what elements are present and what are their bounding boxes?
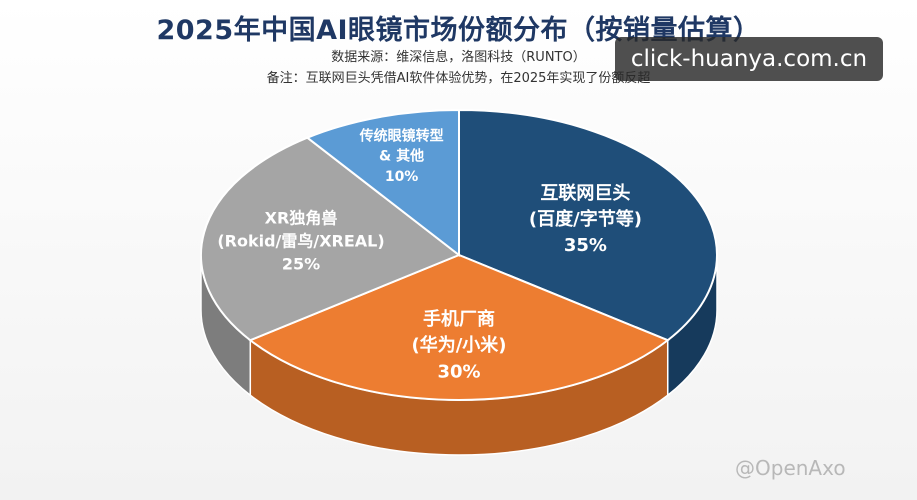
pie-tops bbox=[200, 108, 718, 401]
slice-label-3: 传统眼镜转型 bbox=[359, 127, 444, 144]
slice-sublabel-3: & 其他 bbox=[379, 148, 424, 165]
watermark-url: click-huanya.com.cn bbox=[615, 37, 883, 81]
pie-slice-2 bbox=[200, 136, 461, 342]
pie-labels: 互联网巨头 (百度/字节等) 35% 手机厂商 (华为/小米) 30% XR独角兽 (Roki… bbox=[217, 127, 642, 382]
slice-value-label-0: 35% bbox=[564, 235, 607, 256]
chart-note: 备注：互联网巨头凭借AI软件体验优势，在2025年实现了份额反超 bbox=[266, 71, 651, 86]
slice-label-2: XR独角兽 bbox=[265, 208, 338, 227]
slice-value-label-3: 10% bbox=[385, 169, 419, 185]
slice-label-0: 互联网巨头 bbox=[540, 183, 630, 204]
pie-slice-3 bbox=[305, 108, 460, 258]
chart-source: 数据来源：维深信息，洛图科技（RUNTO） bbox=[331, 50, 586, 65]
watermark-credit: @OpenAxo bbox=[735, 456, 846, 480]
slice-sublabel-0: (百度/字节等) bbox=[529, 208, 642, 230]
pie-slice-1 bbox=[248, 253, 670, 401]
slice-sublabel-2: (Rokid/雷鸟/XREAL) bbox=[217, 232, 384, 251]
slice-value-label-1: 30% bbox=[437, 361, 480, 382]
pie-slice-0 bbox=[458, 108, 718, 342]
slice-label-1: 手机厂商 bbox=[423, 308, 495, 330]
slice-value-label-2: 25% bbox=[282, 255, 320, 274]
slice-sublabel-1: (华为/小米) bbox=[411, 334, 506, 356]
